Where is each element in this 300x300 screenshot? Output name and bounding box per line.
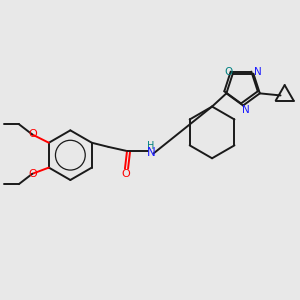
Text: O: O [28,169,37,179]
Text: O: O [122,169,130,179]
Text: N: N [254,67,262,76]
Text: N: N [242,105,250,115]
Text: O: O [224,67,233,76]
Text: N: N [146,146,155,159]
Text: H: H [147,141,154,151]
Text: O: O [28,130,37,140]
